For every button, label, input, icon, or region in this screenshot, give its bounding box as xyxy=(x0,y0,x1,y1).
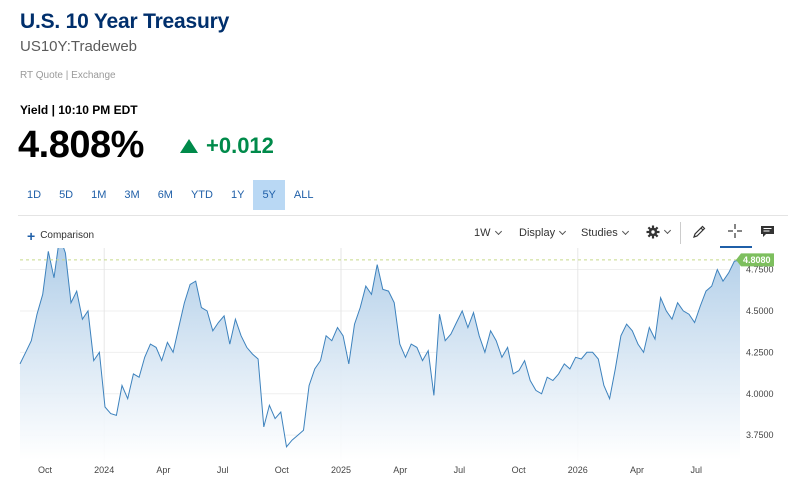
current-value-label: 4.8080 xyxy=(743,255,771,265)
x-tick-label: Oct xyxy=(38,465,53,475)
chevron-down-icon xyxy=(621,227,629,236)
range-3m[interactable]: 3M xyxy=(124,189,140,201)
y-tick-label: 4.7500 xyxy=(746,265,774,275)
studies-dropdown[interactable]: Studies xyxy=(581,227,629,239)
divider xyxy=(18,215,788,216)
draw-button[interactable] xyxy=(691,224,707,240)
chevron-down-icon xyxy=(494,227,502,236)
y-tick-label: 4.5000 xyxy=(746,306,774,316)
x-tick-label: Apr xyxy=(393,465,407,475)
y-tick-label: 4.2500 xyxy=(746,347,774,357)
range-6m[interactable]: 6M xyxy=(157,189,173,201)
range-all[interactable]: ALL xyxy=(293,189,314,201)
y-tick-label: 3.7500 xyxy=(746,430,774,440)
x-tick-label: Jul xyxy=(454,465,466,475)
crosshair-button[interactable] xyxy=(727,223,743,239)
x-tick-label: Oct xyxy=(275,465,290,475)
studies-label: Studies xyxy=(581,227,618,239)
range-1d[interactable]: 1D xyxy=(27,189,42,201)
interval-label: 1W xyxy=(474,227,491,239)
x-tick-label: 2025 xyxy=(331,465,351,475)
page-title: U.S. 10 Year Treasury xyxy=(20,10,230,33)
comparison-button[interactable]: + Comparison xyxy=(27,227,95,244)
symbol-label: US10Y:Tradeweb xyxy=(20,38,138,55)
active-tool-indicator xyxy=(720,246,752,248)
interval-dropdown[interactable]: 1W xyxy=(474,227,502,239)
x-tick-label: Oct xyxy=(512,465,527,475)
y-tick-label: 4.0000 xyxy=(746,389,774,399)
chevron-down-icon xyxy=(663,226,672,235)
change-value: +0.012 xyxy=(206,133,274,158)
range-5y[interactable]: 5Y xyxy=(253,180,285,210)
gear-icon xyxy=(646,225,660,239)
crosshair-icon xyxy=(728,224,742,238)
yield-timestamp: Yield | 10:10 PM EDT xyxy=(20,103,138,117)
chevron-down-icon xyxy=(559,227,567,236)
display-dropdown[interactable]: Display xyxy=(519,227,567,239)
range-1m[interactable]: 1M xyxy=(91,189,107,201)
range-selector: 1D 5D 1M 3M 6M YTD 1Y 5Y ALL xyxy=(18,180,322,210)
range-ytd[interactable]: YTD xyxy=(190,189,213,201)
settings-dropdown[interactable] xyxy=(646,225,672,239)
range-1y[interactable]: 1Y xyxy=(230,189,245,201)
yield-area xyxy=(20,248,740,460)
comment-button[interactable] xyxy=(760,225,775,239)
range-5d[interactable]: 5D xyxy=(59,189,74,201)
quote-source: RT Quote | Exchange xyxy=(20,70,116,81)
x-tick-label: Jul xyxy=(217,465,229,475)
x-tick-label: 2026 xyxy=(568,465,588,475)
display-label: Display xyxy=(519,227,556,239)
pencil-icon xyxy=(693,225,706,238)
yield-change: +0.012 xyxy=(180,133,274,159)
comment-icon xyxy=(761,226,774,237)
yield-line xyxy=(19,248,741,448)
current-value-tag: 4.8080 xyxy=(736,253,774,267)
x-tick-label: Apr xyxy=(630,465,644,475)
x-tick-label: 2024 xyxy=(94,465,114,475)
toolbar-divider xyxy=(680,222,681,244)
x-tick-label: Jul xyxy=(690,465,702,475)
up-arrow-icon xyxy=(180,139,198,153)
current-yield: 4.808% xyxy=(18,124,144,166)
plus-icon: + xyxy=(27,227,36,244)
x-tick-label: Apr xyxy=(156,465,170,475)
yield-chart[interactable]: 4.7500 4.5000 4.2500 4.0000 3.7500 Oct 2024 Ap… xyxy=(0,248,794,483)
comparison-label: Comparison xyxy=(40,230,95,241)
